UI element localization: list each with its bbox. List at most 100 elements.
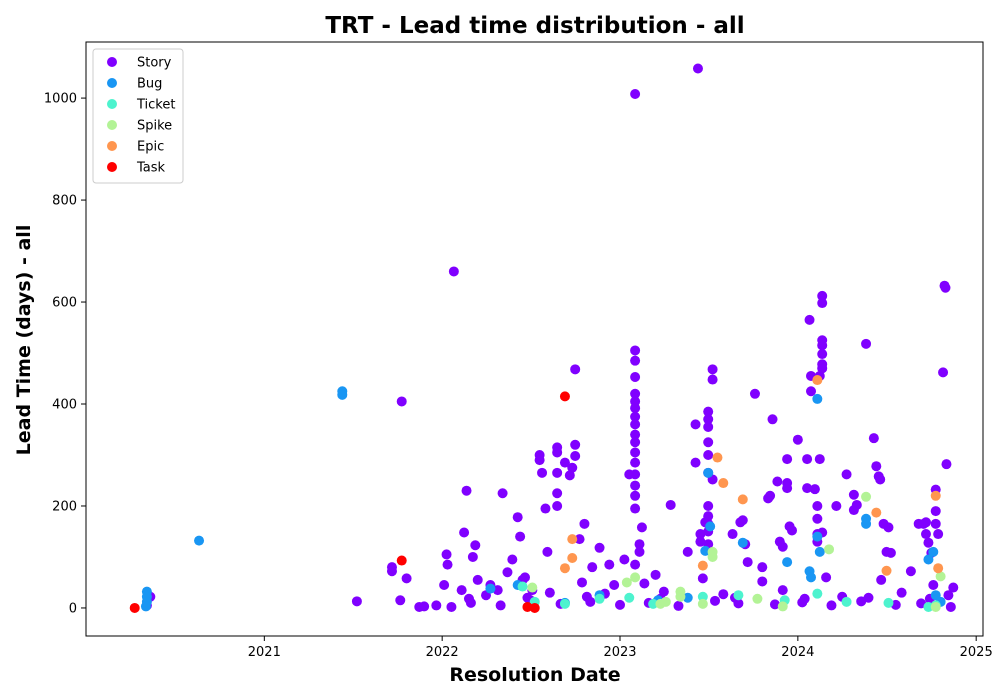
point-task [522,601,533,612]
point-story [948,582,959,593]
point-story [777,585,788,596]
point-bug [812,531,823,542]
point-story [470,540,481,551]
point-story [933,529,944,540]
point-story [941,459,952,470]
point-story [896,587,907,598]
point-spike [697,598,708,609]
x-axis: 2021 2022 2023 2024 2025 [248,636,993,660]
point-story [930,506,941,517]
point-story [630,469,641,480]
point-epic [881,565,892,576]
point-bug [703,467,714,478]
point-story [594,542,605,553]
point-story [787,525,797,536]
point-story [841,469,852,480]
point-story [467,551,478,562]
legend-marker-epic [107,141,117,151]
point-task [559,391,570,402]
point-story [459,527,470,538]
point-epic [737,494,748,505]
point-story [441,549,452,560]
point-story [817,290,828,301]
point-bug [737,537,748,548]
point-story [630,437,641,448]
point-bug [194,535,205,546]
point-story [395,595,406,606]
point-story [630,411,641,422]
legend-marker-story [107,57,117,67]
point-story [630,480,641,491]
point-story [727,529,738,540]
point-story [650,569,661,580]
legend: Story Bug Ticket Spike Epic Task [92,48,184,184]
point-story [634,546,645,557]
point-task [129,602,140,613]
point-story [495,600,506,611]
point-spike [930,601,941,612]
point-story [802,454,813,465]
point-story [885,547,896,558]
point-story [905,566,916,577]
point-spike [675,586,686,597]
point-story [707,364,718,375]
point-bug [140,601,151,612]
point-story [875,474,886,485]
point-epic [559,563,570,574]
point-story [767,414,778,425]
point-story [446,601,457,612]
point-story [351,596,362,607]
point-story [630,355,641,366]
point-bug [782,557,793,568]
point-story [809,484,820,495]
point-story [757,562,768,573]
point-story [630,503,641,514]
point-story [534,455,545,466]
point-story [692,63,703,74]
point-story [923,537,934,548]
legend-label-epic: Epic [137,140,164,155]
point-story [782,454,793,465]
point-story [757,576,768,587]
point-story [570,451,581,462]
point-story [749,388,760,399]
point-story [826,600,837,611]
point-ticket [733,590,744,601]
y-tick-label: 1000 [44,92,77,107]
point-story [682,546,693,557]
point-story [619,554,630,565]
point-story [737,515,748,526]
point-story [930,518,941,529]
point-epic [567,534,578,545]
point-story [522,592,533,603]
point-story [630,429,641,440]
y-axis: 0 200 400 600 800 1000 [44,92,86,616]
point-epic [718,478,729,489]
point-story [463,593,474,604]
point-story [707,374,718,385]
point-story [630,447,641,458]
point-spike [935,571,946,582]
point-story [497,488,508,499]
point-story [690,419,701,430]
point-spike [630,572,641,583]
point-bug [705,521,716,532]
point-story [552,488,563,499]
point-epic [567,552,578,563]
point-story [871,461,882,472]
point-story [570,364,581,375]
point-spike [660,596,671,607]
point-story [431,600,442,611]
point-story [695,529,706,540]
legend-label-spike: Spike [137,119,172,134]
point-story [386,566,397,577]
point-story [502,567,513,578]
point-epic [697,560,708,571]
point-story [609,580,620,591]
point-ticket [841,596,852,607]
point-story [940,282,951,293]
point-story [512,512,523,523]
point-story [697,573,708,584]
point-story [630,403,641,414]
